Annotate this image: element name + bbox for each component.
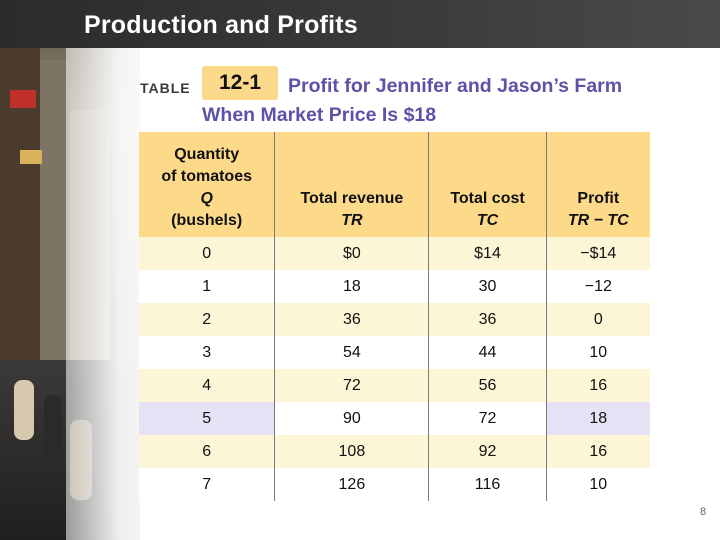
table-label: TABLE	[140, 80, 191, 96]
table-row: 1 18 30 −12	[139, 270, 650, 303]
table-header-row: Quantity of tomatoes Q (bushels) Total r…	[139, 132, 650, 237]
table-row: 2 36 36 0	[139, 303, 650, 336]
table-row: 0 $0 $14 −$14	[139, 237, 650, 270]
table-row: 4 72 56 16	[139, 369, 650, 402]
slide-title: Production and Profits	[84, 11, 358, 39]
column-header-total-revenue: Total revenue TR	[274, 132, 430, 237]
column-header-profit: Profit TR − TC	[546, 132, 650, 237]
table-heading: TABLE 12-1 Profit for Jennifer and Jason…	[140, 66, 652, 130]
table-row: 3 54 44 10	[139, 336, 650, 369]
table-number-badge: 12-1	[202, 66, 278, 100]
table-row-highlighted: 5 90 72 18	[139, 402, 650, 435]
table-caption: Profit for Jennifer and Jason’s Farm Whe…	[202, 75, 623, 126]
page-number: 8	[700, 506, 707, 518]
table-row: 6 108 92 16	[139, 435, 650, 468]
column-header-quantity: Quantity of tomatoes Q (bushels)	[139, 132, 276, 237]
column-header-total-cost: Total cost TC	[428, 132, 547, 237]
slide-header-bar	[0, 0, 720, 48]
profit-table: Quantity of tomatoes Q (bushels) Total r…	[139, 132, 650, 501]
table-row: 7 126 116 10	[139, 468, 650, 501]
